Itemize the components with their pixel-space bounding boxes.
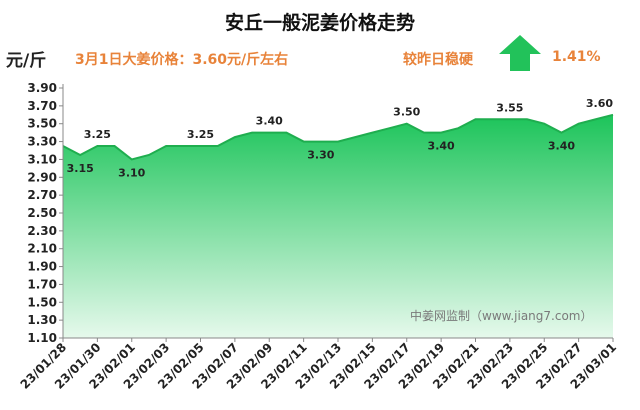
y-tick-label: 3.30: [27, 135, 57, 149]
y-tick-label: 2.50: [27, 206, 57, 220]
y-tick-label: 3.10: [27, 152, 57, 166]
watermark-text: 中姜网监制（www.jiang7.com）: [410, 308, 592, 323]
up-arrow-icon: [499, 35, 541, 71]
trend-percent: 1.41%: [552, 49, 601, 65]
data-labels: 3.15 3.25 3.10 3.25 3.40 3.30 3.50 3.40 3.55 3.40…: [67, 97, 614, 180]
y-tick-label: 1.90: [27, 260, 57, 274]
price-area: [63, 114, 613, 338]
y-tick-label: 1.70: [27, 277, 57, 291]
y-tick-label: 2.30: [27, 224, 57, 238]
data-label: 3.15: [67, 162, 94, 175]
data-label: 3.60: [586, 97, 613, 110]
data-label: 3.25: [84, 128, 111, 141]
y-axis-unit: 元/斤: [6, 51, 47, 71]
y-tick-label: 2.10: [27, 242, 57, 256]
data-label: 3.10: [118, 166, 145, 179]
price-line: [62, 113, 614, 161]
data-label: 3.25: [187, 128, 214, 141]
y-tick-label: 1.50: [27, 295, 57, 309]
plot-area: [62, 113, 614, 338]
y-tick-label: 1.30: [27, 313, 57, 327]
y-axis: 3.90 3.70 3.50 3.30 3.10 2.90 2.70 2.50 2.30 2.10…: [27, 81, 64, 345]
data-label: 3.30: [307, 149, 334, 162]
data-label: 3.40: [256, 115, 283, 128]
chart-title: 安丘一般泥姜价格走势: [224, 12, 415, 34]
data-label: 3.50: [393, 106, 420, 119]
data-label: 3.40: [428, 140, 455, 153]
y-tick-label: 3.50: [27, 117, 57, 131]
data-label: 3.40: [548, 140, 575, 153]
y-tick-label: 3.70: [27, 99, 57, 113]
y-tick-label: 2.90: [27, 170, 57, 184]
y-tick-label: 2.70: [27, 188, 57, 202]
trend-text: 较昨日稳硬: [403, 52, 473, 68]
y-tick-label: 1.10: [27, 331, 57, 345]
y-tick-label: 3.90: [27, 81, 57, 95]
data-label: 3.55: [496, 101, 523, 114]
price-note: 3月1日大姜价格：3.60元/斤左右: [75, 52, 289, 68]
x-axis: 23/01/2823/01/3023/02/0123/02/0323/02/05…: [18, 337, 619, 392]
